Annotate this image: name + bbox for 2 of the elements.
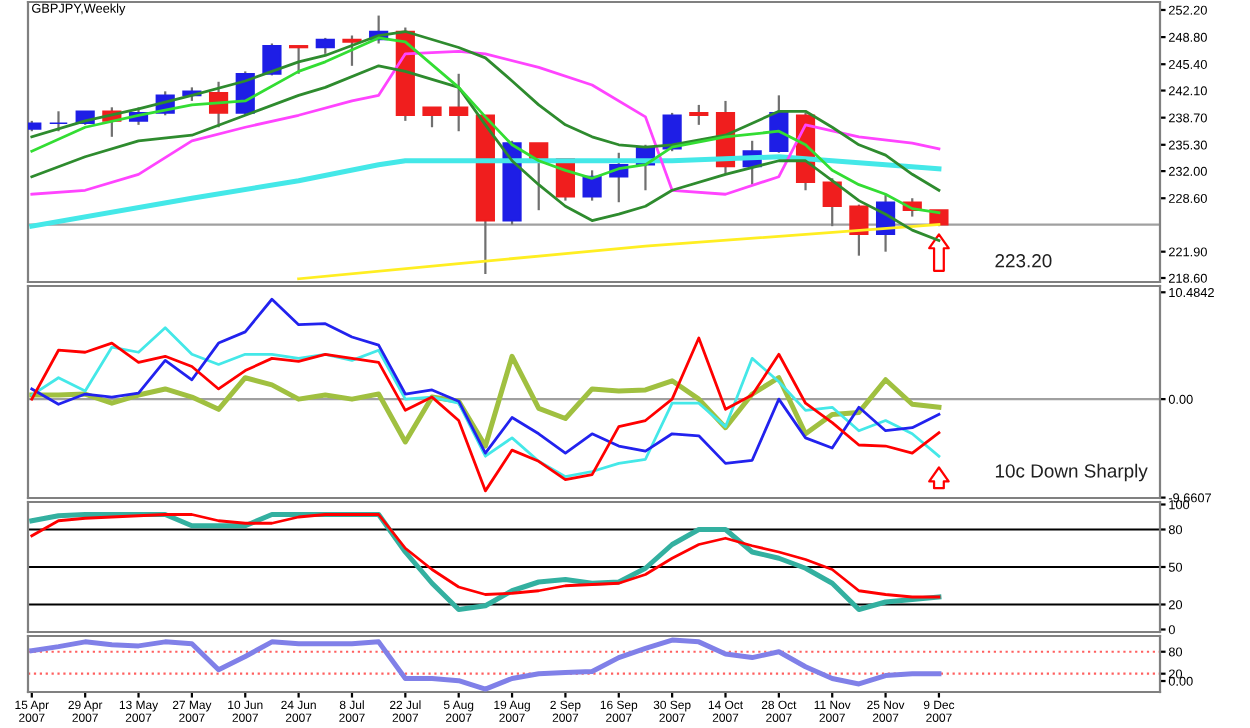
annotation: 223.20 <box>995 254 1052 268</box>
annotation: 10c Down Sharply <box>995 463 1148 482</box>
